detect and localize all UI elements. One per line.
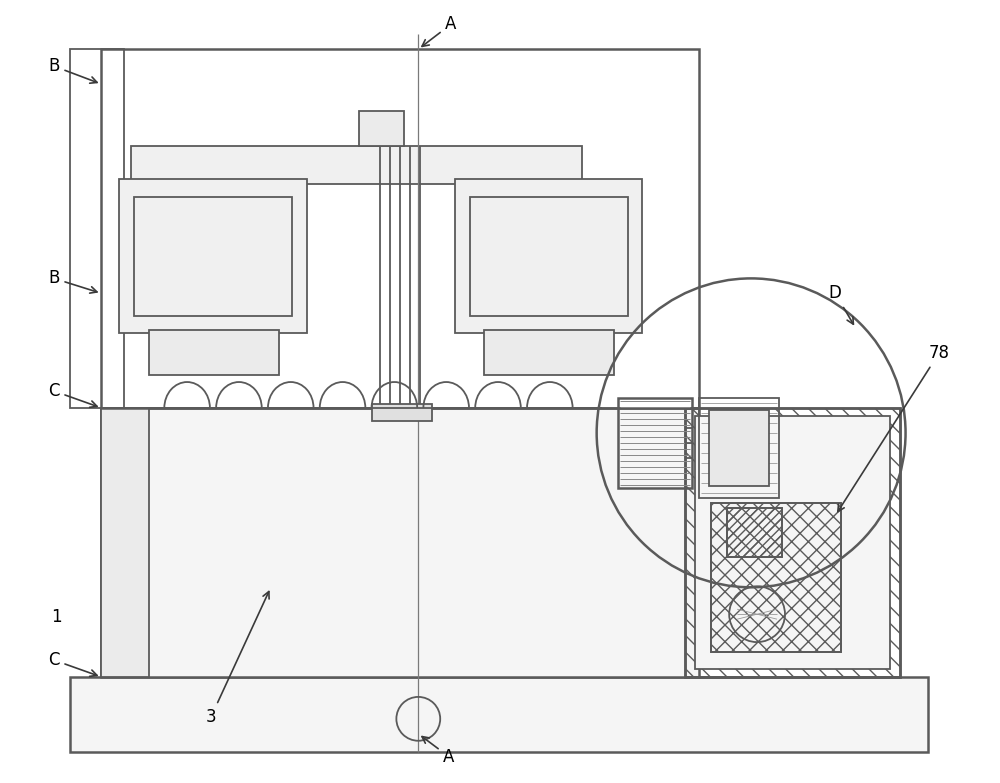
Bar (101, 49, 699, 408)
Bar (70, 677, 928, 752)
Bar (101, 408, 149, 677)
Text: D: D (829, 284, 853, 324)
Text: A: A (422, 16, 457, 46)
Bar (727, 507, 782, 557)
Text: B: B (48, 57, 97, 83)
Bar (695, 416, 890, 669)
Text: C: C (48, 651, 97, 677)
Bar (131, 146, 582, 184)
Bar (709, 410, 769, 485)
Bar (699, 398, 779, 498)
Bar (685, 408, 900, 677)
Bar (134, 197, 292, 316)
Text: C: C (48, 382, 97, 407)
Bar (70, 49, 124, 408)
Bar (119, 179, 307, 334)
Bar (470, 197, 628, 316)
Bar (727, 507, 782, 557)
Bar (359, 111, 404, 146)
Text: 3: 3 (206, 591, 269, 726)
Bar (455, 179, 642, 334)
Bar (711, 503, 841, 652)
Text: A: A (422, 737, 455, 766)
Bar (711, 503, 841, 652)
Text: 1: 1 (51, 608, 62, 626)
Text: B: B (48, 269, 97, 293)
Bar (484, 330, 614, 375)
Bar (618, 398, 692, 488)
Bar (101, 408, 699, 677)
Bar (149, 330, 279, 375)
Bar (685, 408, 900, 677)
Bar (372, 404, 432, 421)
Text: 78: 78 (838, 345, 949, 511)
